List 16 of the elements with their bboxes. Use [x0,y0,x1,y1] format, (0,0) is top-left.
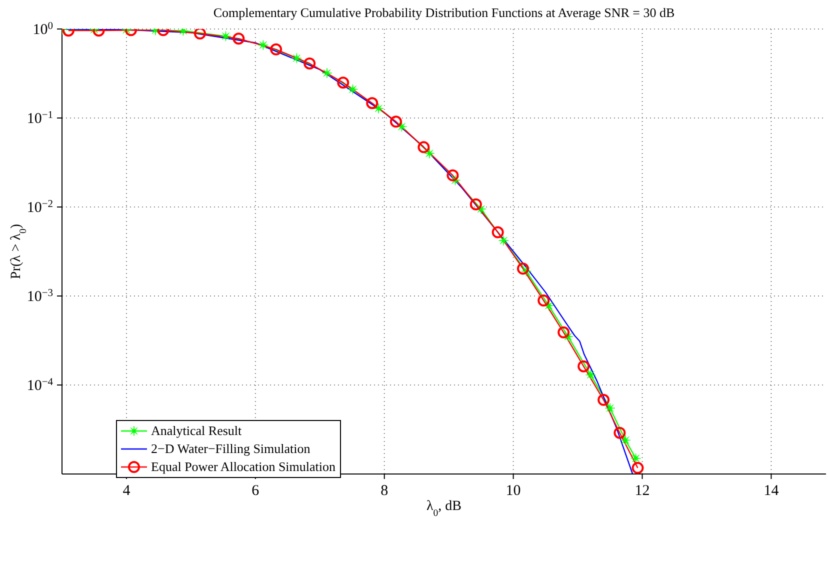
y-tick-label: 10$^{−3}$ [26,288,53,305]
x-axis-title: λ$_{0}$, dB [426,499,462,518]
y-tick-label: 10$^{−2}$ [26,198,53,216]
legend-label: Equal Power Allocation Simulation [151,458,336,476]
y-tick-label: 10$^{−4}$ [26,376,54,394]
legend-label: 2−D Water−Filling Simulation [151,440,310,458]
chart-title: Complementary Cumulative Probability Distribution Functions at Average SNR = 30 dB [213,5,675,20]
x-tick-label: 14 [764,483,780,499]
x-tick-label: 8 [380,483,388,499]
y-tick-label: 10$^{0}$ [32,20,53,38]
x-tick-label: 10 [506,483,521,499]
x-tick-label: 12 [634,483,650,499]
x-tick-label: 4 [122,483,131,499]
x-tick-label: 6 [252,483,260,499]
legend-label: Analytical Result [151,422,242,440]
y-tick-label: 10$^{−1}$ [26,110,53,127]
